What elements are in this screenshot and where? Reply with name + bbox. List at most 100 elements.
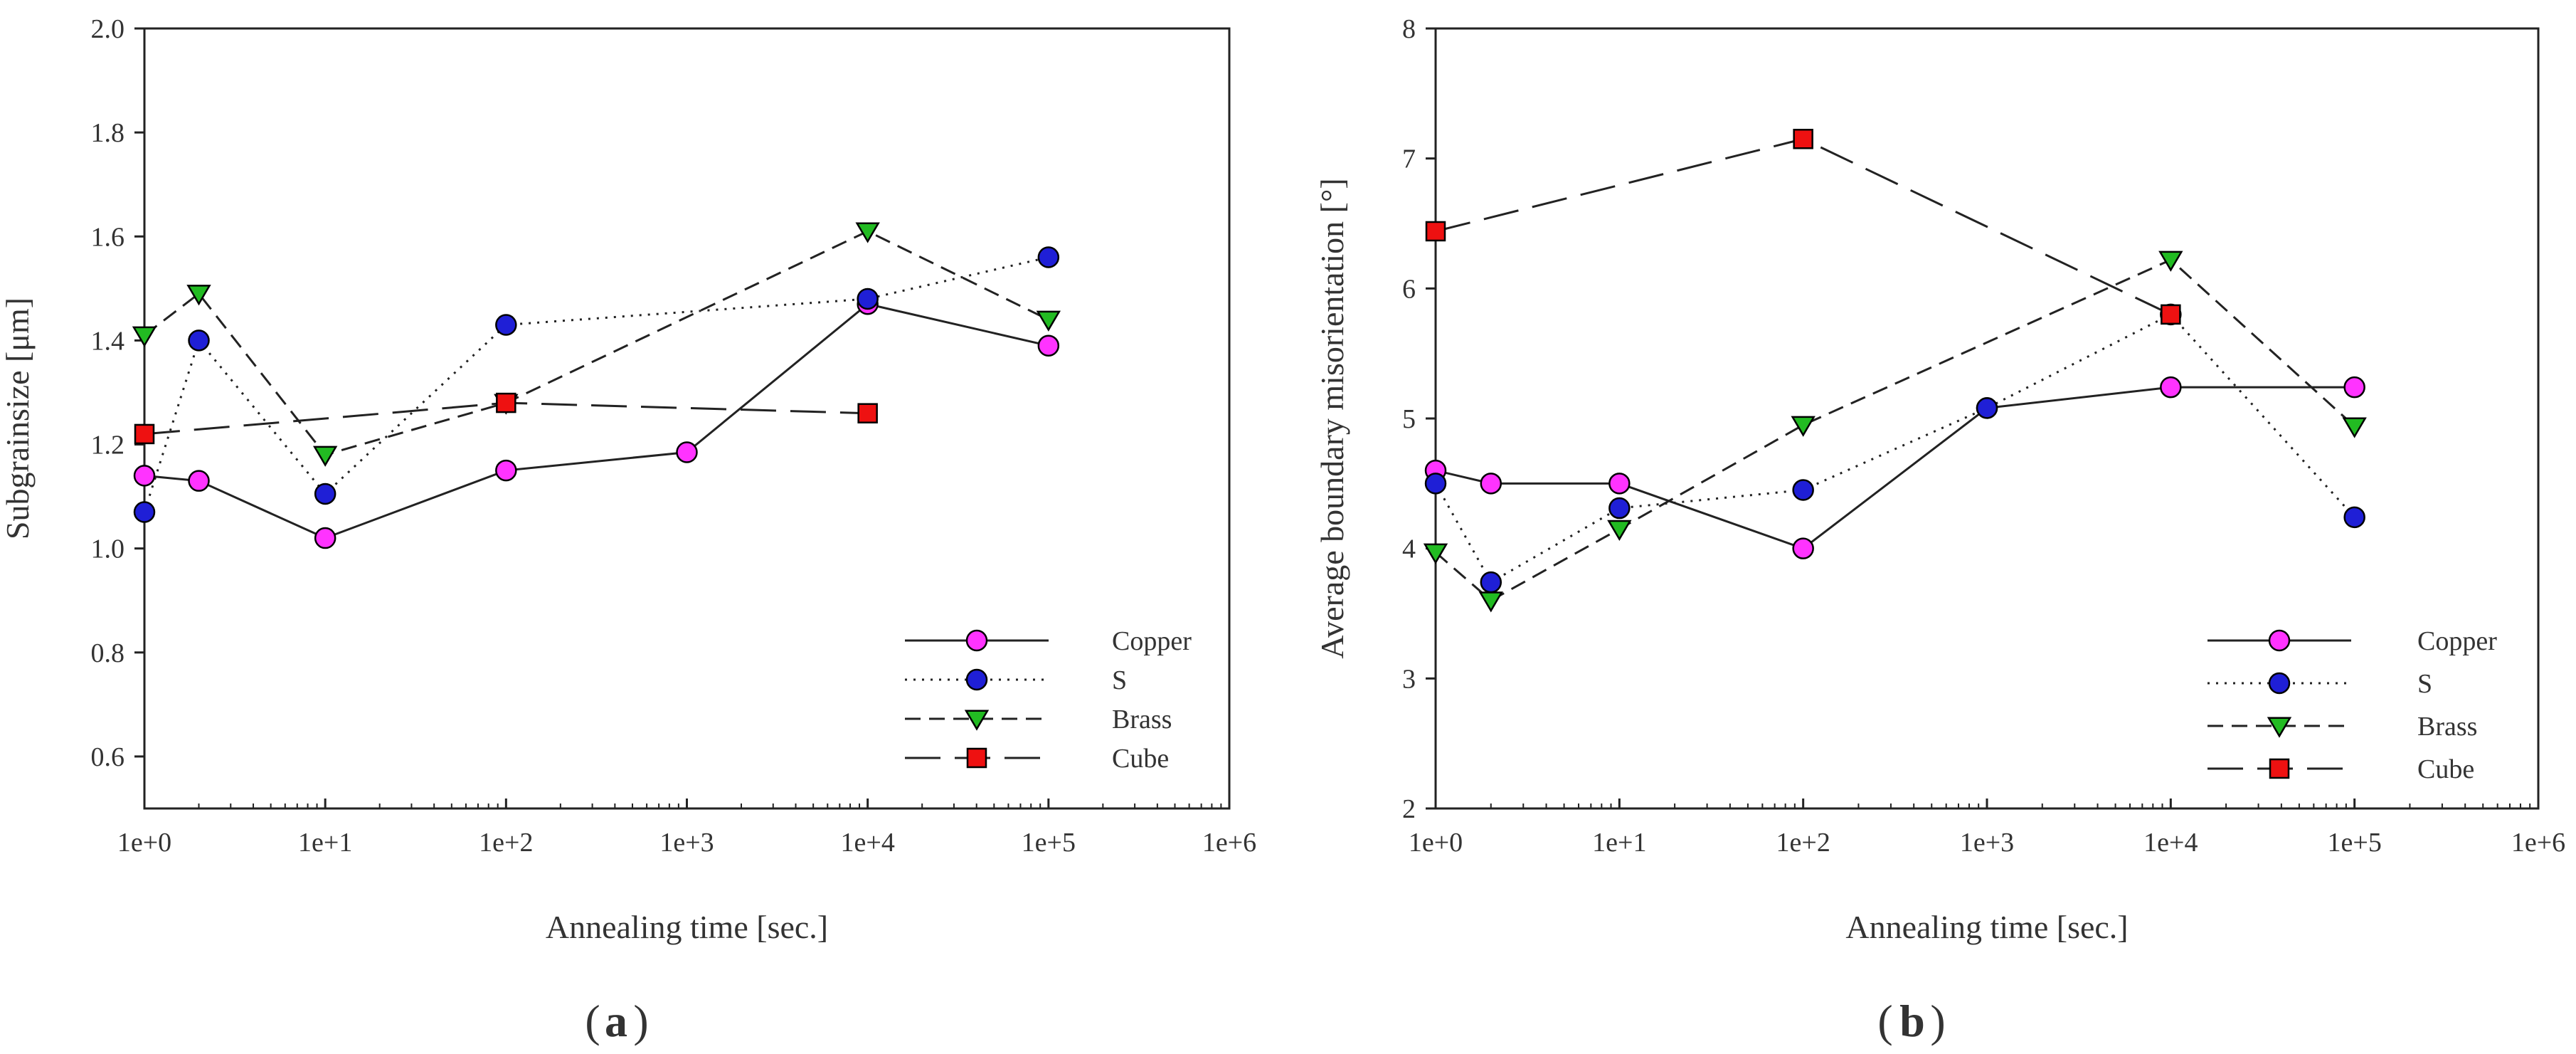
data-point-s [1976, 397, 1998, 419]
y-tick-label: 1.4 [91, 326, 125, 356]
data-point-brass [1791, 416, 1816, 437]
data-point-brass [1607, 520, 1632, 541]
y-tick-label: 6 [1402, 274, 1416, 304]
panel-label-close: ) [633, 996, 648, 1046]
data-point-s [1792, 479, 1814, 501]
data-point-s [495, 314, 517, 336]
data-point-brass [1036, 310, 1061, 332]
panel-label-letter: b [1899, 996, 1925, 1046]
data-point-cube [2161, 304, 2181, 325]
panel-label-close: ) [1930, 996, 1945, 1046]
data-point-cube [1793, 129, 1813, 149]
legend-label-s: S [2417, 669, 2432, 699]
plot-frame [143, 27, 1231, 810]
y-tick-label: 0.8 [91, 638, 125, 668]
x-tick-label: 1e+2 [479, 828, 533, 858]
legend-label-brass: Brass [2417, 712, 2477, 742]
x-tick-label: 1e+0 [1409, 828, 1463, 858]
chart-panel-a: 1e+0 1e+1 1e+2 1e+3 1e+4 1e+5 1e+6 0.6 0.8 1.0 1.2… [0, 14, 1256, 945]
y-tick-label: 5 [1402, 404, 1416, 434]
series-line-copper [1435, 386, 2355, 550]
legend-marker-s [2268, 672, 2291, 695]
x-axis-label: Annealing time [sec.] [546, 909, 828, 945]
x-axis-label: Annealing time [sec.] [1845, 909, 2128, 945]
data-point-copper [133, 465, 156, 487]
legend-marker-copper [2268, 629, 2291, 652]
x-tick-label: 1e+6 [1202, 828, 1256, 858]
y-tick-label: 4 [1402, 534, 1416, 564]
legend-marker-brass [964, 710, 990, 731]
x-tick-label: 1e+0 [117, 828, 171, 858]
y-axis-label: Average boundary misorientation [°] [1314, 178, 1350, 658]
y-tick-label: 8 [1402, 14, 1416, 44]
x-tick-label: 1e+5 [1022, 828, 1076, 858]
legend-marker-brass [2267, 717, 2292, 738]
data-point-brass [186, 285, 211, 306]
legend-marker-cube [966, 747, 987, 769]
y-tick-label: 3 [1402, 664, 1416, 694]
data-point-s [1608, 497, 1631, 520]
series-line-copper [144, 302, 1049, 539]
legend-label-cube: Cube [2417, 754, 2474, 784]
series-line-brass [144, 230, 1049, 456]
data-point-s [314, 483, 336, 505]
data-point-copper [1037, 334, 1060, 357]
y-tick-label: 7 [1402, 144, 1416, 174]
panel-label-open: ( [1877, 996, 1892, 1046]
y-tick-label: 1.6 [91, 222, 125, 252]
data-point-copper [495, 459, 517, 482]
series-line-brass [1435, 258, 2355, 602]
y-tick-label: 0.6 [91, 742, 125, 772]
x-tick-label: 1e+5 [2328, 828, 2382, 858]
data-point-cube [857, 403, 878, 423]
x-tick-label: 1e+4 [2143, 828, 2198, 858]
data-point-s [1037, 246, 1060, 268]
legend-label-cube: Cube [1112, 744, 1169, 774]
data-point-copper [188, 470, 210, 492]
data-point-s [857, 288, 879, 310]
data-point-copper [1480, 473, 1502, 495]
data-point-copper [314, 527, 336, 549]
data-point-brass [1478, 591, 1503, 613]
data-point-s [1424, 473, 1447, 495]
panel-label-open: ( [585, 996, 600, 1046]
series-line-s [1434, 313, 2355, 584]
data-point-copper [2160, 376, 2182, 399]
x-tick-label: 1e+1 [298, 828, 352, 858]
x-tick-label: 1e+2 [1776, 828, 1830, 858]
data-point-s [188, 330, 210, 352]
data-point-brass [132, 326, 157, 347]
data-point-cube [134, 423, 155, 445]
x-tick-label: 1e+3 [659, 828, 714, 858]
series-line-cube [1435, 137, 2171, 316]
data-point-brass [855, 222, 880, 243]
data-point-copper [676, 441, 698, 463]
data-point-s [1480, 571, 1502, 594]
data-point-brass [2158, 251, 2183, 272]
data-point-s [133, 501, 156, 523]
y-axis-label: Subgrainsize [μm] [0, 297, 36, 539]
x-tick-label: 1e+3 [1960, 828, 2014, 858]
data-point-cube [496, 392, 516, 413]
x-tick-label: 1e+6 [2511, 828, 2565, 858]
y-tick-label: 1.0 [91, 534, 125, 564]
y-tick-label: 1.8 [91, 118, 125, 148]
legend-label-copper: Copper [1112, 626, 1192, 656]
data-point-brass [1423, 543, 1448, 564]
data-point-brass [2342, 417, 2367, 438]
legend-label-s: S [1112, 665, 1127, 695]
data-point-copper [1792, 537, 1814, 559]
x-tick-label: 1e+4 [841, 828, 895, 858]
data-point-s [2343, 506, 2365, 529]
x-tick-label: 1e+1 [1592, 828, 1646, 858]
y-tick-label: 2 [1402, 794, 1416, 824]
series-line-s [143, 256, 1049, 512]
data-point-copper [1608, 473, 1631, 495]
legend-label-brass: Brass [1112, 705, 1172, 734]
y-tick-label: 2.0 [91, 14, 125, 44]
legend-marker-cube [2269, 758, 2290, 779]
data-point-copper [2343, 376, 2365, 399]
legend-marker-s [965, 668, 988, 691]
chart-panel-b: 1e+0 1e+1 1e+2 1e+3 1e+4 1e+5 1e+6 2 3 4 5 6 7 8 Annea… [1314, 14, 2565, 945]
